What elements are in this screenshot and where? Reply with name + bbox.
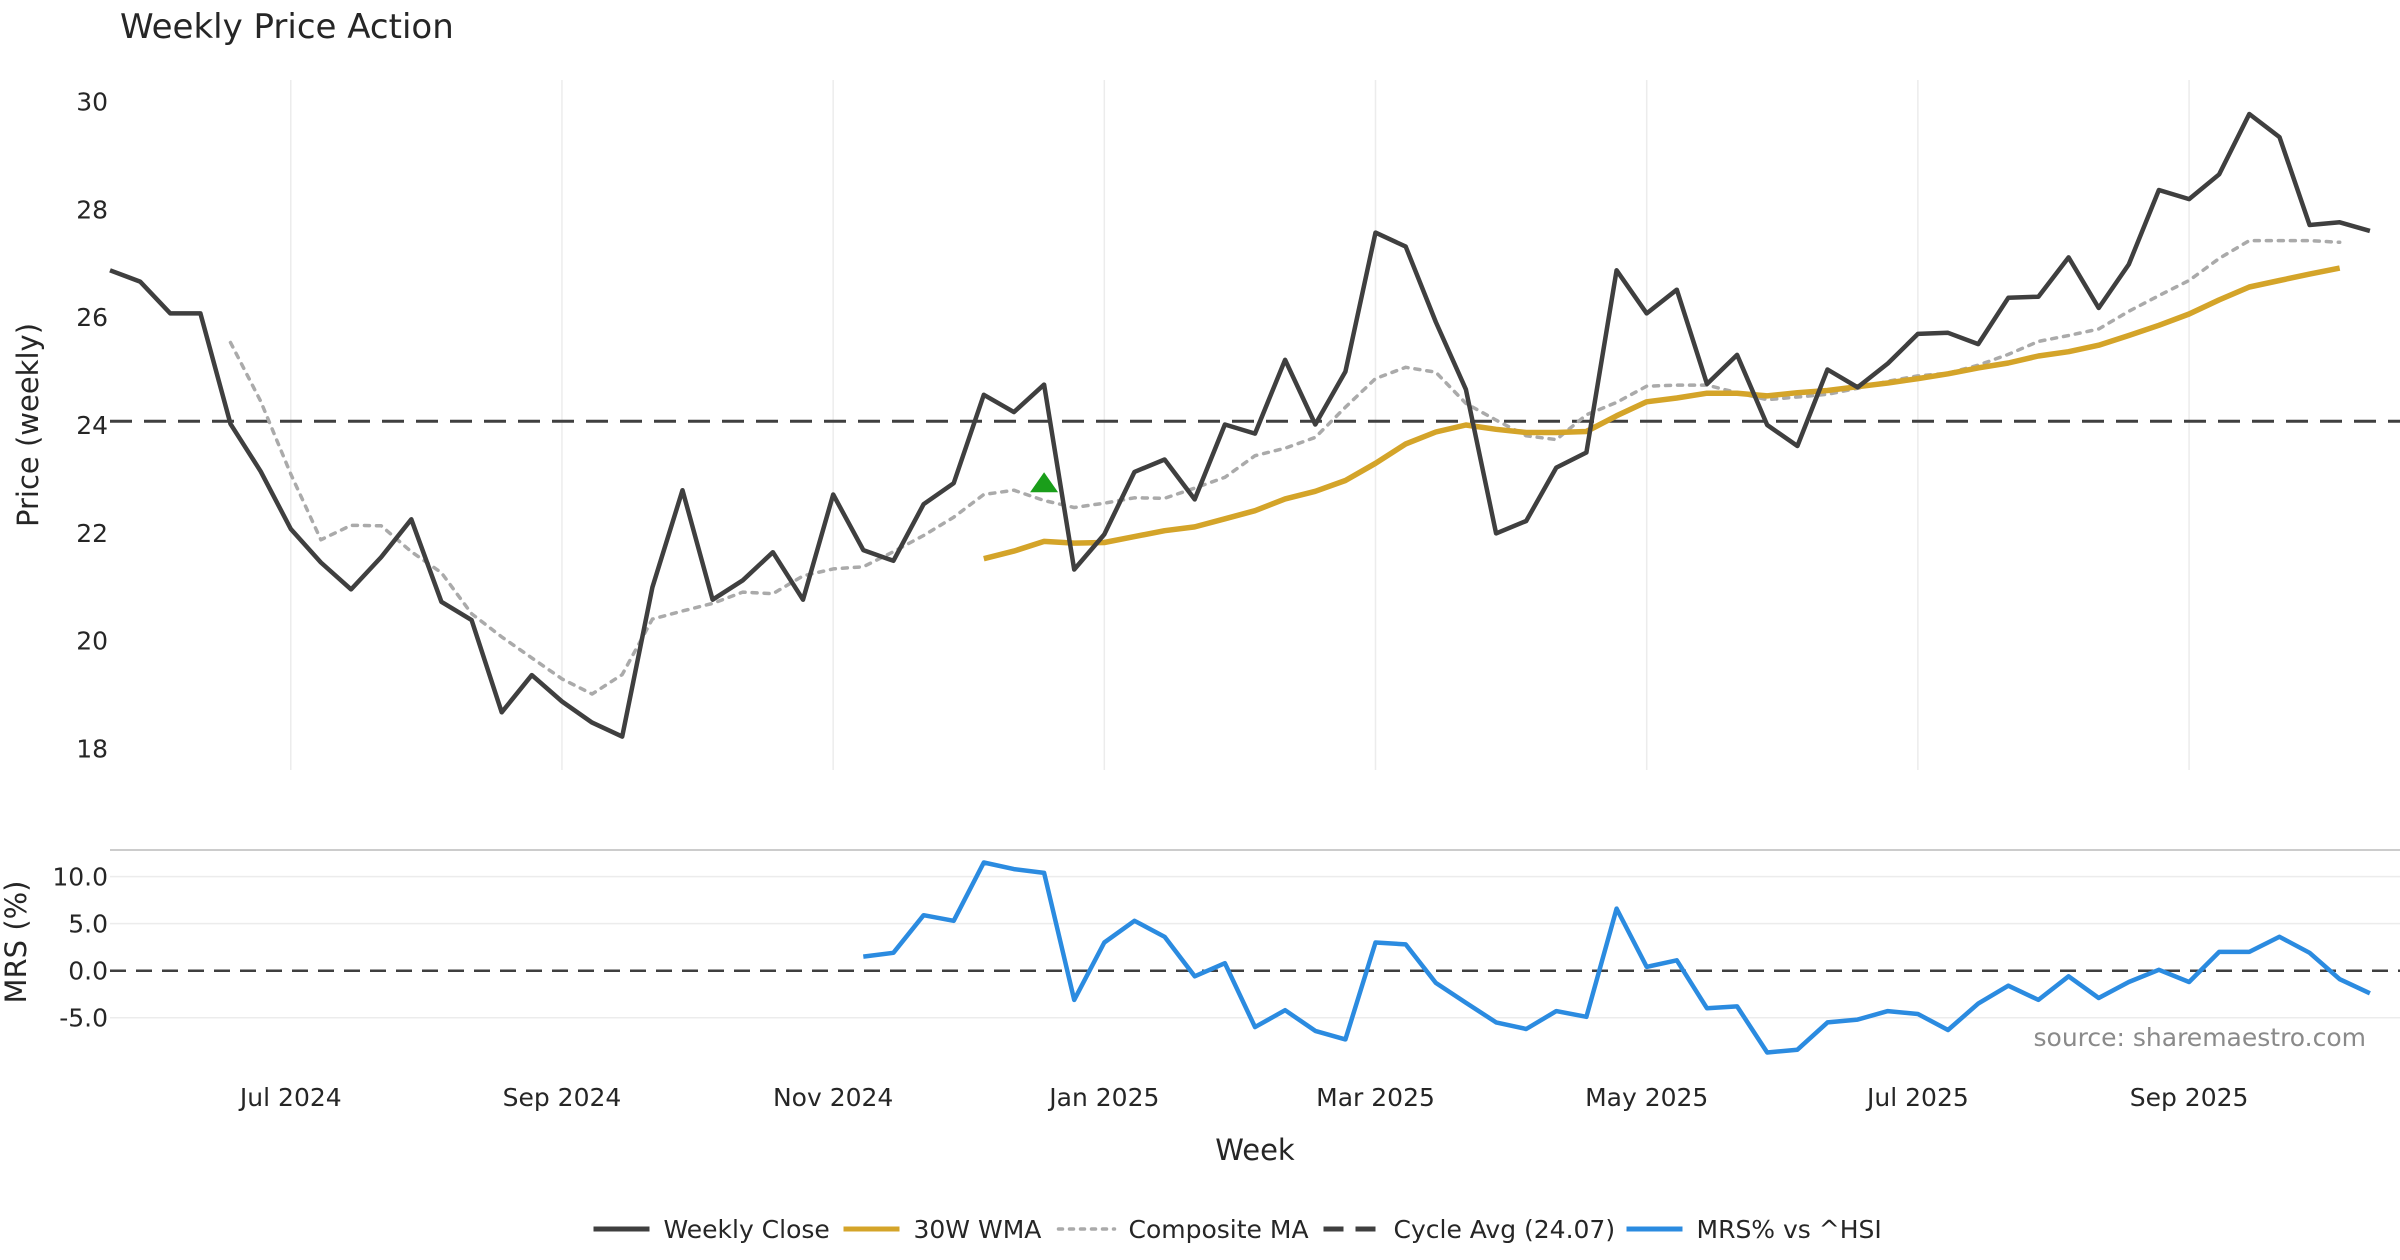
source-label: source: sharemaestro.com	[2034, 1023, 2367, 1052]
price-y-tick-label: 24	[76, 411, 108, 440]
x-tick-label: Nov 2024	[773, 1083, 893, 1112]
legend-item: 30W WMA	[843, 1215, 1042, 1244]
legend-label: Weekly Close	[664, 1215, 830, 1244]
price-panel-gridlines	[290, 80, 2190, 770]
price-y-tick-label: 26	[76, 303, 108, 332]
legend-item: Composite MA	[1056, 1215, 1309, 1244]
mrs-y-tick-label: -5.0	[59, 1004, 108, 1033]
series-mrs-vs-hsi	[863, 860, 2371, 1055]
mrs-y-tick-label: 10.0	[52, 863, 108, 892]
x-tick-label: Mar 2025	[1316, 1083, 1435, 1112]
x-tick-label: Sep 2024	[503, 1083, 622, 1112]
mrs-panel-series	[863, 860, 2371, 1055]
mrs-axis-label: MRS (%)	[0, 881, 33, 1004]
legend-label: Composite MA	[1129, 1215, 1309, 1244]
series-weekly-close	[109, 111, 2371, 739]
series-30w-wma	[983, 265, 2341, 562]
mrs-y-tick-label: 0.0	[68, 957, 108, 986]
x-axis-label: Week	[1215, 1133, 1295, 1167]
price-panel-markers	[1030, 472, 1059, 493]
legend-label: Cycle Avg (24.07)	[1394, 1215, 1616, 1244]
price-panel-series	[109, 111, 2371, 739]
legend-label: MRS% vs ^HSI	[1697, 1215, 1882, 1244]
price-axis-label: Price (weekly)	[11, 323, 45, 527]
x-tick-label: Sep 2025	[2130, 1083, 2249, 1112]
legend-item: MRS% vs ^HSI	[1626, 1215, 1882, 1244]
x-tick-label: Jul 2025	[1865, 1083, 1969, 1112]
buy-signal-marker	[1030, 472, 1059, 493]
price-y-tick-label: 22	[76, 519, 108, 548]
x-tick-label: Jan 2025	[1047, 1083, 1159, 1112]
chart-title: Weekly Price Action	[120, 7, 454, 47]
legend: Weekly Close 30W WMA Composite MA Cycle Avg…	[593, 1215, 1882, 1244]
x-tick-label: May 2025	[1585, 1083, 1708, 1112]
series-composite-ma	[228, 238, 2342, 696]
price-y-tick-label: 18	[76, 734, 108, 763]
price-y-tick-label: 28	[76, 195, 108, 224]
mrs-panel-y-ticks: 10.0 5.0 0.0 -5.0	[52, 863, 108, 1033]
mrs-panel-gridlines	[110, 875, 2400, 1019]
legend-item: Weekly Close	[593, 1215, 830, 1244]
price-y-tick-label: 30	[76, 88, 108, 117]
x-axis-ticks: Jul 2024 Sep 2024 Nov 2024 Jan 2025 Mar 2025…	[238, 1083, 2249, 1112]
legend-item: Cycle Avg (24.07)	[1323, 1215, 1616, 1244]
x-tick-label: Jul 2024	[238, 1083, 342, 1112]
price-y-tick-label: 20	[76, 627, 108, 656]
mrs-y-tick-label: 5.0	[68, 910, 108, 939]
legend-label: 30W WMA	[914, 1215, 1042, 1244]
price-panel-y-ticks: 18 20 22 24 26 28 30	[76, 88, 108, 764]
